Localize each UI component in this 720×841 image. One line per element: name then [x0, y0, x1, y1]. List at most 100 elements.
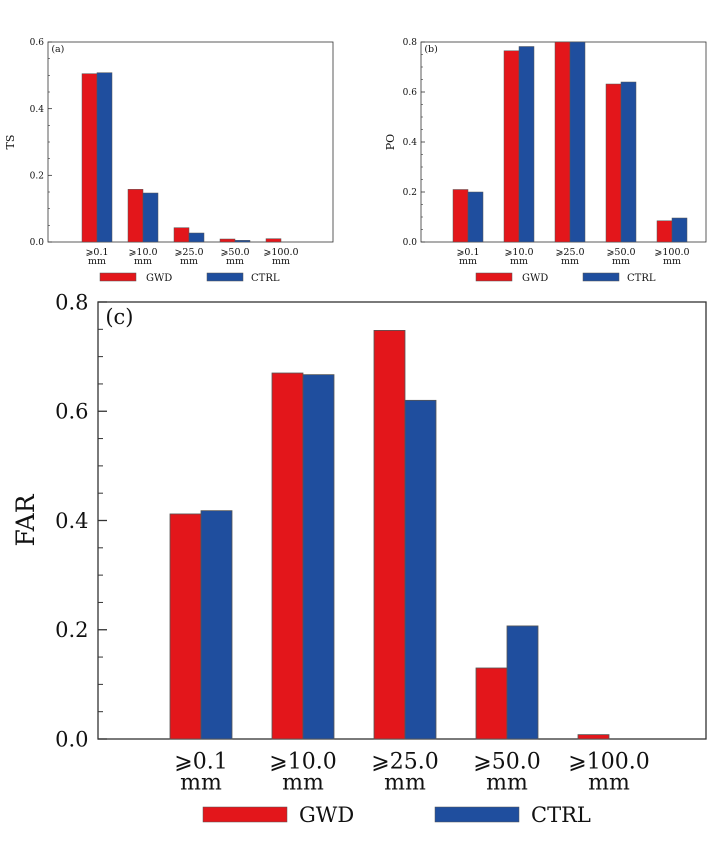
bar-ctrl-2	[302, 374, 335, 740]
bar-ctrl-1	[200, 510, 233, 740]
legend-label-ctrl: CTRL	[531, 803, 591, 827]
panel-label: (b)	[424, 44, 438, 55]
legend-label-gwd: GWD	[146, 273, 172, 284]
y-tick-label-4: 0.6	[55, 400, 88, 424]
bar-gwd-3	[554, 41, 571, 243]
x-tick-label-line: mm	[459, 256, 477, 267]
x-tick-label-line: ⩾10.0	[504, 247, 533, 258]
bar-gwd-2	[503, 50, 520, 243]
x-tick-label-line: ⩾0.1	[174, 750, 227, 775]
bar-ctrl-4	[234, 240, 251, 243]
x-tick-label-1: ⩾0.1 mm	[174, 750, 227, 796]
x-tick-label-5: ⩾100.0 mm	[654, 247, 689, 267]
y-tick-label-4: 0.6	[403, 88, 418, 98]
x-tick-label-line: mm	[272, 256, 290, 267]
chart-panel-c: ⩾0.1 mm⩾10.0 mm⩾25.0 mm⩾50.0 mm⩾100.0 mm0.00.…	[11, 290, 707, 827]
bar-ctrl-4	[620, 81, 637, 243]
legend: GWD CTRL	[99, 272, 280, 284]
x-tick-label-line: ⩾10.0	[269, 750, 336, 775]
bar-ctrl-3	[404, 399, 437, 740]
x-tick-label-line: ⩾0.1	[85, 247, 108, 258]
x-tick-label-line: mm	[282, 771, 324, 796]
legend-swatch-ctrl	[206, 272, 244, 282]
x-tick-label-line: ⩾50.0	[473, 750, 540, 775]
bar-gwd-2	[271, 372, 304, 740]
y-tick-label-5: 0.8	[55, 290, 88, 314]
y-tick-label-2: 0.2	[30, 171, 44, 181]
x-tick-label-5: ⩾100.0 mm	[263, 247, 298, 267]
y-tick-label-2: 0.2	[403, 188, 417, 198]
y-tick-label-3: 0.4	[55, 509, 88, 533]
x-tick-label-line: mm	[180, 256, 198, 267]
panel-label: (c)	[105, 305, 133, 329]
x-tick-label-2: ⩾10.0 mm	[269, 750, 336, 796]
x-tick-label-line: mm	[612, 256, 630, 267]
x-tick-label-4: ⩾50.0 mm	[606, 247, 635, 267]
bar-ctrl-1	[467, 191, 484, 243]
bar-ctrl-3	[569, 41, 586, 243]
x-tick-label-2: ⩾10.0 mm	[128, 247, 157, 267]
chart-panel-a: ⩾0.1 mm⩾10.0 mm⩾25.0 mm⩾50.0 mm⩾100.0 mm0.00.…	[4, 38, 334, 284]
x-tick-label-line: ⩾10.0	[128, 247, 157, 258]
x-tick-label-line: mm	[663, 256, 681, 267]
x-tick-label-1: ⩾0.1 mm	[456, 247, 479, 267]
x-tick-label-line: ⩾25.0	[174, 247, 203, 258]
bar-gwd-3	[373, 330, 406, 740]
y-tick-label-1: 0.0	[55, 727, 88, 751]
x-tick-label-line: ⩾100.0	[654, 247, 689, 258]
bar-gwd-3	[173, 227, 190, 243]
x-tick-label-line: mm	[180, 771, 222, 796]
x-tick-label-line: mm	[588, 771, 630, 796]
x-tick-label-line: mm	[561, 256, 579, 267]
legend-swatch-ctrl	[582, 272, 620, 282]
bar-gwd-2	[127, 189, 144, 243]
bar-gwd-5	[656, 220, 673, 243]
x-tick-label-line: mm	[510, 256, 528, 267]
x-tick-label-line: mm	[384, 771, 426, 796]
x-tick-label-line: ⩾25.0	[555, 247, 584, 258]
legend-swatch-gwd	[99, 272, 137, 282]
bar-gwd-5	[265, 238, 282, 243]
bar-gwd-1	[81, 73, 98, 243]
bar-gwd-1	[452, 189, 469, 243]
legend-swatch-gwd	[475, 272, 513, 282]
x-tick-label-line: ⩾100.0	[263, 247, 298, 258]
y-tick-label-3: 0.4	[30, 105, 45, 115]
legend-label-ctrl: CTRL	[627, 273, 656, 284]
bar-gwd-4	[475, 667, 508, 740]
x-tick-label-line: ⩾0.1	[456, 247, 479, 258]
x-tick-label-5: ⩾100.0 mm	[568, 750, 649, 796]
chart-panel-b: ⩾0.1 mm⩾10.0 mm⩾25.0 mm⩾50.0 mm⩾100.0 mm0.00.…	[384, 38, 707, 284]
bar-ctrl-5	[671, 217, 688, 243]
panel-label: (a)	[51, 44, 64, 55]
x-tick-label-3: ⩾25.0 mm	[371, 750, 438, 796]
y-tick-label-5: 0.8	[403, 38, 418, 48]
bar-ctrl-1	[96, 72, 113, 243]
bar-ctrl-2	[142, 192, 159, 243]
legend-swatch-ctrl	[434, 806, 520, 823]
legend-label-ctrl: CTRL	[251, 273, 280, 284]
y-axis-label: FAR	[11, 493, 40, 546]
x-tick-label-line: ⩾50.0	[606, 247, 635, 258]
x-tick-label-line: ⩾50.0	[220, 247, 249, 258]
y-tick-label-3: 0.4	[403, 138, 418, 148]
y-tick-label-1: 0.0	[30, 238, 45, 248]
bar-ctrl-3	[188, 232, 205, 243]
legend: GWD CTRL	[475, 272, 656, 284]
x-tick-label-line: ⩾25.0	[371, 750, 438, 775]
bar-gwd-5	[577, 734, 610, 740]
x-tick-label-line: mm	[88, 256, 106, 267]
bar-ctrl-4	[506, 625, 539, 740]
x-tick-label-line: mm	[134, 256, 152, 267]
bar-gwd-4	[219, 238, 236, 243]
x-tick-label-4: ⩾50.0 mm	[220, 247, 249, 267]
x-tick-label-1: ⩾0.1 mm	[85, 247, 108, 267]
bar-gwd-4	[605, 83, 622, 243]
y-tick-label-2: 0.2	[55, 618, 88, 642]
y-tick-label-1: 0.0	[403, 238, 418, 248]
legend-swatch-gwd	[202, 806, 288, 823]
legend-label-gwd: GWD	[299, 803, 354, 827]
y-axis-label: TS	[4, 135, 17, 150]
x-tick-label-3: ⩾25.0 mm	[174, 247, 203, 267]
